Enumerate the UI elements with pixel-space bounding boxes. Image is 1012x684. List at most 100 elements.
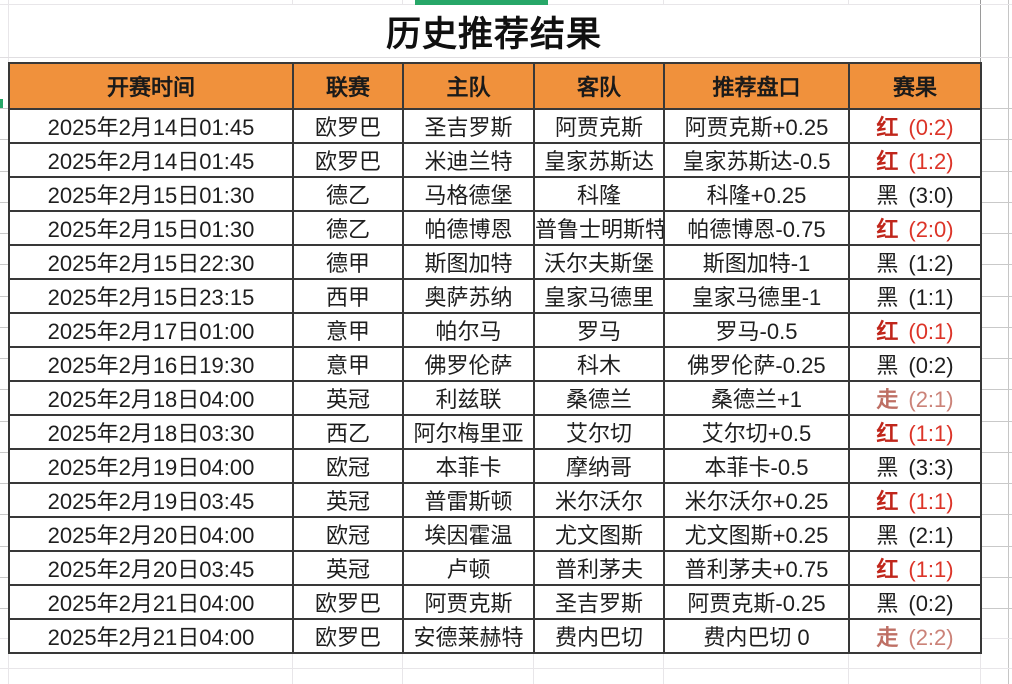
result-cell[interactable]: 黑 (0:2) — [848, 584, 982, 620]
league-cell[interactable]: 欧罗巴 — [292, 584, 404, 620]
result-cell[interactable]: 红 (0:2) — [848, 108, 982, 144]
home-team-cell[interactable]: 阿贾克斯 — [402, 584, 535, 620]
league-cell[interactable]: 欧冠 — [292, 516, 404, 552]
away-team-cell[interactable]: 普利茅夫 — [533, 550, 665, 586]
league-cell[interactable]: 英冠 — [292, 550, 404, 586]
away-team-cell[interactable]: 皇家苏斯达 — [533, 142, 665, 178]
result-cell[interactable]: 红 (0:1) — [848, 312, 982, 348]
handicap-cell[interactable]: 帕德博恩-0.75 — [663, 210, 850, 246]
date-cell[interactable]: 2025年2月14日01:45 — [8, 142, 294, 178]
home-team-cell[interactable]: 圣吉罗斯 — [402, 108, 535, 144]
league-cell[interactable]: 西乙 — [292, 414, 404, 450]
result-cell[interactable]: 走 (2:2) — [848, 618, 982, 654]
handicap-cell[interactable]: 佛罗伦萨-0.25 — [663, 346, 850, 382]
result-cell[interactable]: 黑 (0:2) — [848, 346, 982, 382]
league-cell[interactable]: 欧冠 — [292, 448, 404, 484]
handicap-cell[interactable]: 罗马-0.5 — [663, 312, 850, 348]
handicap-cell[interactable]: 皇家马德里-1 — [663, 278, 850, 314]
handicap-cell[interactable]: 尤文图斯+0.25 — [663, 516, 850, 552]
page-title[interactable]: 历史推荐结果 — [385, 14, 602, 54]
result-cell[interactable]: 黑 (3:3) — [848, 448, 982, 484]
away-team-cell[interactable]: 罗马 — [533, 312, 665, 348]
handicap-cell[interactable]: 艾尔切+0.5 — [663, 414, 850, 450]
date-cell[interactable]: 2025年2月19日03:45 — [8, 482, 294, 518]
col-header-result[interactable]: 赛果 — [848, 62, 982, 110]
home-team-cell[interactable]: 帕尔马 — [402, 312, 535, 348]
away-team-cell[interactable]: 沃尔夫斯堡 — [533, 244, 665, 280]
away-team-cell[interactable]: 米尔沃尔 — [533, 482, 665, 518]
home-team-cell[interactable]: 卢顿 — [402, 550, 535, 586]
home-team-cell[interactable]: 阿尔梅里亚 — [402, 414, 535, 450]
away-team-cell[interactable]: 桑德兰 — [533, 380, 665, 416]
col-header-league[interactable]: 联赛 — [292, 62, 404, 110]
col-header-home-team[interactable]: 主队 — [402, 62, 535, 110]
date-cell[interactable]: 2025年2月20日04:00 — [8, 516, 294, 552]
home-team-cell[interactable]: 马格德堡 — [402, 176, 535, 212]
result-cell[interactable]: 黑 (3:0) — [848, 176, 982, 212]
away-team-cell[interactable]: 皇家马德里 — [533, 278, 665, 314]
home-team-cell[interactable]: 帕德博恩 — [402, 210, 535, 246]
handicap-cell[interactable]: 本菲卡-0.5 — [663, 448, 850, 484]
date-cell[interactable]: 2025年2月17日01:00 — [8, 312, 294, 348]
home-team-cell[interactable]: 利兹联 — [402, 380, 535, 416]
away-team-cell[interactable]: 尤文图斯 — [533, 516, 665, 552]
league-cell[interactable]: 欧罗巴 — [292, 108, 404, 144]
handicap-cell[interactable]: 阿贾克斯-0.25 — [663, 584, 850, 620]
handicap-cell[interactable]: 桑德兰+1 — [663, 380, 850, 416]
result-cell[interactable]: 红 (2:0) — [848, 210, 982, 246]
away-team-cell[interactable]: 阿贾克斯 — [533, 108, 665, 144]
home-team-cell[interactable]: 米迪兰特 — [402, 142, 535, 178]
away-team-cell[interactable]: 科隆 — [533, 176, 665, 212]
home-team-cell[interactable]: 埃因霍温 — [402, 516, 535, 552]
league-cell[interactable]: 意甲 — [292, 346, 404, 382]
col-header-away-team[interactable]: 客队 — [533, 62, 665, 110]
home-team-cell[interactable]: 佛罗伦萨 — [402, 346, 535, 382]
handicap-cell[interactable]: 普利茅夫+0.75 — [663, 550, 850, 586]
result-cell[interactable]: 红 (1:1) — [848, 482, 982, 518]
league-cell[interactable]: 英冠 — [292, 482, 404, 518]
league-cell[interactable]: 德乙 — [292, 176, 404, 212]
date-cell[interactable]: 2025年2月20日03:45 — [8, 550, 294, 586]
away-team-cell[interactable]: 科木 — [533, 346, 665, 382]
away-team-cell[interactable]: 艾尔切 — [533, 414, 665, 450]
league-cell[interactable]: 西甲 — [292, 278, 404, 314]
away-team-cell[interactable]: 普鲁士明斯特 — [533, 210, 665, 246]
date-cell[interactable]: 2025年2月14日01:45 — [8, 108, 294, 144]
home-team-cell[interactable]: 斯图加特 — [402, 244, 535, 280]
handicap-cell[interactable]: 费内巴切 0 — [663, 618, 850, 654]
date-cell[interactable]: 2025年2月21日04:00 — [8, 618, 294, 654]
date-cell[interactable]: 2025年2月19日04:00 — [8, 448, 294, 484]
handicap-cell[interactable]: 皇家苏斯达-0.5 — [663, 142, 850, 178]
league-cell[interactable]: 欧罗巴 — [292, 618, 404, 654]
result-cell[interactable]: 红 (1:1) — [848, 414, 982, 450]
home-team-cell[interactable]: 普雷斯顿 — [402, 482, 535, 518]
date-cell[interactable]: 2025年2月18日04:00 — [8, 380, 294, 416]
away-team-cell[interactable]: 费内巴切 — [533, 618, 665, 654]
home-team-cell[interactable]: 奥萨苏纳 — [402, 278, 535, 314]
result-cell[interactable]: 红 (1:1) — [848, 550, 982, 586]
home-team-cell[interactable]: 本菲卡 — [402, 448, 535, 484]
date-cell[interactable]: 2025年2月15日01:30 — [8, 176, 294, 212]
result-cell[interactable]: 黑 (1:2) — [848, 244, 982, 280]
league-cell[interactable]: 欧罗巴 — [292, 142, 404, 178]
result-cell[interactable]: 黑 (2:1) — [848, 516, 982, 552]
league-cell[interactable]: 意甲 — [292, 312, 404, 348]
league-cell[interactable]: 英冠 — [292, 380, 404, 416]
away-team-cell[interactable]: 摩纳哥 — [533, 448, 665, 484]
col-header-handicap[interactable]: 推荐盘口 — [663, 62, 850, 110]
date-cell[interactable]: 2025年2月18日03:30 — [8, 414, 294, 450]
date-cell[interactable]: 2025年2月16日19:30 — [8, 346, 294, 382]
league-cell[interactable]: 德甲 — [292, 244, 404, 280]
result-cell[interactable]: 黑 (1:1) — [848, 278, 982, 314]
handicap-cell[interactable]: 斯图加特-1 — [663, 244, 850, 280]
date-cell[interactable]: 2025年2月15日01:30 — [8, 210, 294, 246]
result-cell[interactable]: 走 (2:1) — [848, 380, 982, 416]
away-team-cell[interactable]: 圣吉罗斯 — [533, 584, 665, 620]
result-cell[interactable]: 红 (1:2) — [848, 142, 982, 178]
date-cell[interactable]: 2025年2月15日23:15 — [8, 278, 294, 314]
league-cell[interactable]: 德乙 — [292, 210, 404, 246]
date-cell[interactable]: 2025年2月21日04:00 — [8, 584, 294, 620]
handicap-cell[interactable]: 米尔沃尔+0.25 — [663, 482, 850, 518]
handicap-cell[interactable]: 阿贾克斯+0.25 — [663, 108, 850, 144]
col-header-start-time[interactable]: 开赛时间 — [8, 62, 294, 110]
